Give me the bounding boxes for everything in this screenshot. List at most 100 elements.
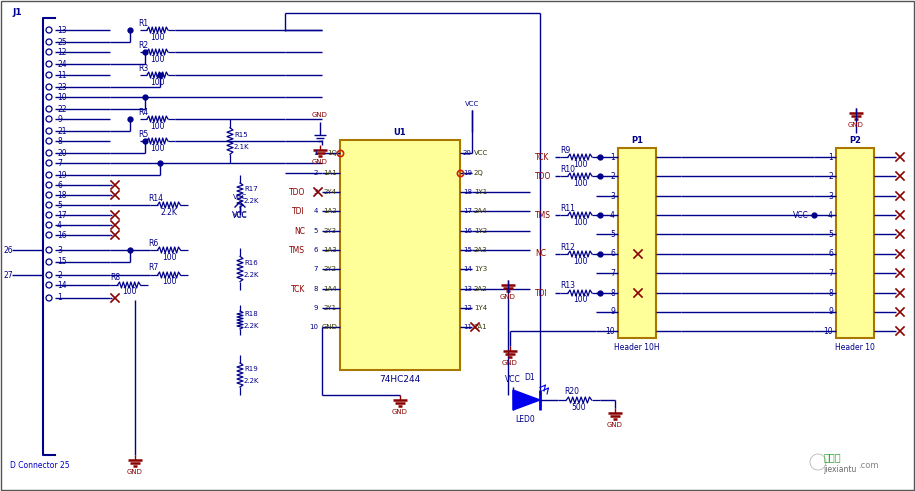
Text: 11: 11 — [57, 71, 67, 80]
Text: 6: 6 — [610, 249, 615, 258]
Text: 5: 5 — [314, 228, 318, 234]
Text: 14: 14 — [57, 280, 67, 290]
Text: 1A2: 1A2 — [323, 208, 337, 214]
Text: 15: 15 — [463, 247, 472, 253]
Text: R3: R3 — [138, 63, 148, 73]
Text: GND: GND — [312, 112, 328, 118]
Text: 2A3: 2A3 — [474, 247, 488, 253]
Text: 9: 9 — [314, 305, 318, 311]
Text: 21: 21 — [57, 127, 67, 136]
Text: 10: 10 — [606, 327, 615, 335]
Text: 8: 8 — [57, 136, 61, 145]
Text: GND: GND — [607, 422, 623, 428]
Text: TDO: TDO — [288, 188, 305, 196]
Text: 100: 100 — [122, 288, 136, 297]
Text: VCC: VCC — [465, 101, 479, 107]
Text: 100: 100 — [150, 55, 165, 63]
Text: 100: 100 — [573, 179, 587, 188]
Text: 2Y1: 2Y1 — [324, 305, 337, 311]
Text: 1Q: 1Q — [328, 150, 337, 156]
Text: 100: 100 — [150, 32, 165, 42]
Text: 9: 9 — [57, 114, 62, 124]
Text: R9: R9 — [560, 145, 570, 155]
Text: 16: 16 — [57, 230, 67, 240]
Text: R1: R1 — [138, 19, 148, 27]
Text: 4: 4 — [314, 208, 318, 214]
Text: 2Y2: 2Y2 — [324, 266, 337, 272]
Text: 20: 20 — [57, 148, 67, 158]
Text: 7: 7 — [57, 159, 62, 167]
Text: R2: R2 — [138, 40, 148, 50]
Text: GND: GND — [501, 294, 516, 300]
Text: 2Y4: 2Y4 — [324, 189, 337, 195]
Text: 2A2: 2A2 — [474, 286, 488, 292]
Text: 24: 24 — [57, 59, 67, 69]
Text: GND: GND — [312, 159, 328, 165]
Text: 6: 6 — [57, 181, 62, 190]
Text: 3: 3 — [610, 191, 615, 200]
Bar — [340, 140, 460, 370]
Text: 2.2K: 2.2K — [244, 378, 260, 384]
Text: 2: 2 — [314, 170, 318, 176]
Text: 16: 16 — [463, 228, 472, 234]
Text: NC: NC — [294, 226, 305, 236]
Text: R6: R6 — [148, 239, 158, 247]
Text: R5: R5 — [138, 130, 148, 138]
Text: 2: 2 — [610, 171, 615, 181]
Text: 7: 7 — [828, 269, 833, 277]
Text: VCC: VCC — [233, 212, 247, 218]
Text: TMS: TMS — [289, 246, 305, 254]
Text: 2Q: 2Q — [474, 170, 484, 176]
Text: 25: 25 — [57, 37, 67, 47]
Text: 8: 8 — [610, 289, 615, 298]
Bar — [618, 148, 656, 338]
Text: R18: R18 — [244, 311, 258, 317]
Text: 500: 500 — [572, 403, 587, 411]
Text: 100: 100 — [573, 296, 587, 304]
Text: .com: .com — [857, 461, 878, 470]
Text: 3: 3 — [57, 246, 62, 254]
Text: 1Y1: 1Y1 — [474, 189, 488, 195]
Text: 15: 15 — [57, 257, 67, 267]
Text: 5: 5 — [828, 229, 833, 239]
Text: 1A1: 1A1 — [323, 170, 337, 176]
Text: 10: 10 — [824, 327, 833, 335]
Text: 74HC244: 74HC244 — [380, 376, 421, 384]
Text: 12: 12 — [57, 48, 67, 56]
Text: 5: 5 — [610, 229, 615, 239]
Text: TDO: TDO — [535, 171, 552, 181]
Text: D1: D1 — [524, 374, 535, 382]
Text: 6: 6 — [314, 247, 318, 253]
Text: TDI: TDI — [535, 289, 548, 298]
Text: 7: 7 — [610, 269, 615, 277]
Text: R17: R17 — [244, 186, 258, 192]
Text: 1Y4: 1Y4 — [474, 305, 487, 311]
Text: 接线图: 接线图 — [824, 452, 841, 462]
Bar — [836, 148, 874, 338]
Text: 9: 9 — [610, 307, 615, 317]
Text: 3: 3 — [828, 191, 833, 200]
Text: U1: U1 — [393, 128, 406, 136]
Text: GND: GND — [127, 469, 143, 475]
Text: 4: 4 — [828, 211, 833, 219]
Text: 18: 18 — [57, 191, 67, 199]
Text: P2: P2 — [849, 136, 861, 144]
Text: 1: 1 — [610, 153, 615, 162]
Text: 5: 5 — [57, 200, 62, 210]
Text: R16: R16 — [244, 260, 258, 266]
Text: 1: 1 — [828, 153, 833, 162]
Text: 2A4: 2A4 — [474, 208, 488, 214]
Text: 19: 19 — [57, 170, 67, 180]
Text: R12: R12 — [560, 243, 575, 251]
Text: 1Y2: 1Y2 — [474, 228, 487, 234]
Text: 100: 100 — [150, 143, 165, 153]
Text: 26: 26 — [3, 246, 13, 254]
Text: 2.2K: 2.2K — [244, 323, 260, 329]
Text: R13: R13 — [560, 281, 575, 291]
Text: NC: NC — [535, 249, 546, 258]
Text: 19: 19 — [463, 170, 472, 176]
Text: TDI: TDI — [292, 207, 305, 216]
Text: 100: 100 — [162, 277, 177, 287]
Text: 3: 3 — [314, 189, 318, 195]
Text: R8: R8 — [110, 273, 120, 282]
